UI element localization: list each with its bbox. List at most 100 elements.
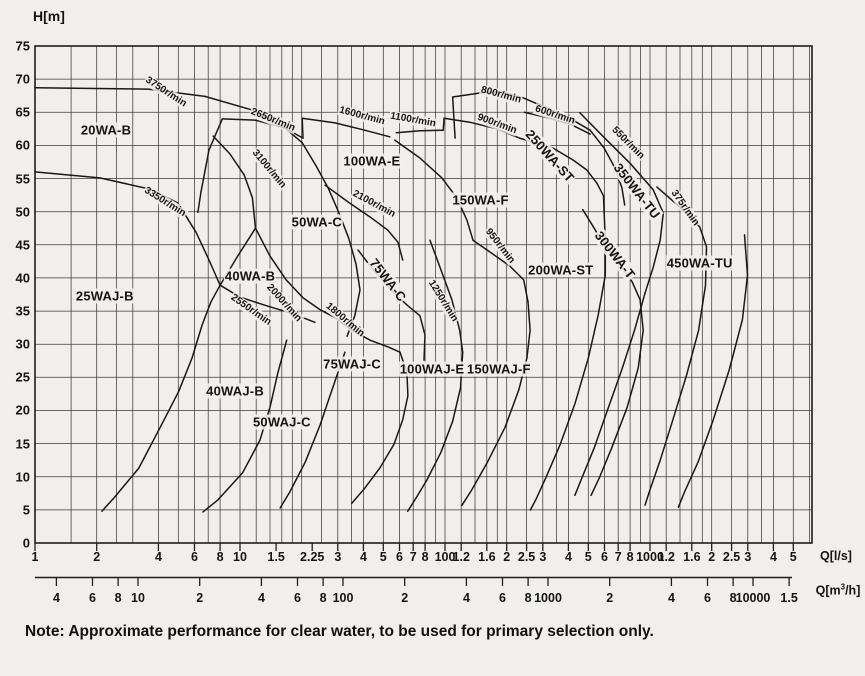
pump-model-label: 450WA-TU	[665, 255, 734, 271]
x-axis-tick-ls: 4	[769, 550, 777, 564]
curve-3100-top	[212, 135, 257, 229]
curve-40waj-sweep	[202, 339, 288, 513]
curve-100wae-left-edge	[301, 117, 304, 139]
pump-model-label: 200WA-ST	[527, 262, 595, 278]
pump-model-label: 50WAJ-C	[251, 414, 312, 430]
pump-model-label: 150WA-F	[451, 192, 510, 208]
curve-150waf-left	[394, 139, 474, 241]
y-axis-title: H[m]	[33, 8, 65, 24]
x-axis-tick-m3h: 1.5	[780, 591, 798, 605]
y-axis-tick: 70	[15, 71, 30, 87]
x-axis-tick-ls: 1.6	[478, 550, 496, 564]
curve-900-curve	[443, 117, 605, 197]
y-axis-tick: 45	[15, 237, 30, 253]
x-axis-tick-m3h: 1000	[534, 591, 562, 605]
x-axis-tick-ls: 1.2	[452, 550, 470, 564]
pump-model-label: 150WAJ-F	[465, 361, 532, 377]
x-axis-tick-ls: 1	[31, 550, 39, 564]
x-axis-tick-ls: 8	[421, 550, 429, 564]
curve-375-descent	[644, 186, 708, 506]
x-axis-tick-ls: 5	[379, 550, 387, 564]
curve-250wast-left	[451, 96, 456, 139]
y-axis-tick: 55	[15, 171, 30, 187]
x-axis-tick-m3h: 6	[89, 591, 96, 605]
x-axis-tick-ls: 1000	[636, 550, 664, 564]
pump-model-label: 100WAJ-E	[398, 361, 466, 377]
curve-3350-bottom	[34, 171, 221, 286]
curve-2000-curve	[254, 227, 336, 319]
y-axis-tick: 60	[15, 137, 30, 153]
curve-1100-top	[395, 129, 444, 134]
x-axis-tick-ls: 4	[154, 550, 162, 564]
x-axis-tick-ls: 2	[93, 550, 101, 564]
x-axis-tick-ls: 10	[233, 550, 247, 564]
x-axis-tick-ls: 2	[708, 550, 716, 564]
x-axis-tick-m3h: 4	[52, 591, 60, 605]
curve-100waj-sweep	[406, 351, 464, 512]
x-axis-title-m3h: Q[m3/h]	[816, 582, 861, 597]
curve-2100-bottom	[324, 184, 404, 261]
x-axis-tick-m3h: 2	[196, 591, 204, 605]
x-axis-tick-ls: 8	[626, 550, 634, 564]
pump-model-label: 40WA-B	[223, 268, 277, 284]
x-axis-tick-ls: 6	[601, 550, 608, 564]
x-axis-tick-ls: 2.25	[300, 550, 325, 564]
x-axis-tick-ls: 3	[744, 550, 752, 564]
x-axis-tick-ls: 2.5	[517, 550, 536, 564]
y-axis-tick: 65	[15, 104, 30, 120]
x-axis-tick-ls: 2	[503, 550, 511, 564]
x-axis-tick-m3h: 4	[667, 591, 675, 605]
y-axis-tick: 0	[22, 535, 30, 551]
x-axis-tick-ls: 7	[614, 550, 622, 564]
x-axis-tick-m3h: 8	[524, 591, 532, 605]
x-axis-tick-ls: 3	[539, 550, 547, 564]
curve-50waj-sweep	[279, 351, 346, 509]
x-axis-tick-m3h: 2	[606, 591, 614, 605]
curve-150waj-sweep	[461, 301, 531, 506]
curve-450watu-right	[677, 234, 749, 508]
x-axis-tick-ls: 6	[396, 550, 403, 564]
y-axis-tick: 40	[15, 270, 30, 286]
x-axis-tick-ls: 5	[789, 550, 797, 564]
x-axis-tick-m3h: 100	[332, 591, 354, 605]
x-axis-tick-ls: 100	[434, 550, 456, 564]
curve-550-descent	[579, 112, 665, 294]
x-axis-tick-ls: 1.6	[683, 550, 701, 564]
x-axis-tick-ls: 6	[191, 550, 198, 564]
curve-950-bottom	[472, 239, 529, 303]
x-axis-tick-ls: 1.2	[657, 550, 675, 564]
curve-25waj-right-sweep	[101, 284, 221, 512]
y-axis-tick: 30	[15, 336, 30, 352]
y-axis-tick: 25	[15, 369, 30, 385]
pump-model-label: 25WAJ-B	[74, 288, 135, 304]
y-axis-tick: 50	[15, 204, 30, 220]
x-axis-tick-ls: 4	[359, 550, 367, 564]
curve-350watu-sweep	[574, 292, 646, 497]
x-axis-tick-m3h: 4	[257, 591, 265, 605]
x-axis-tick-ls: 8	[216, 550, 224, 564]
note-text: Note: Approximate performance for clear …	[25, 623, 654, 640]
x-axis-tick-ls: 4	[564, 550, 572, 564]
curve-150waf-jog	[442, 117, 445, 131]
x-axis-tick-ls: 2.5	[722, 550, 741, 564]
y-axis-tick: 5	[22, 502, 30, 518]
pump-model-label: 20WA-B	[79, 122, 133, 138]
y-axis-tick: 20	[15, 402, 30, 418]
x-axis-tick-ls: 3	[334, 550, 342, 564]
x-axis-tick-m3h: 6	[499, 591, 506, 605]
curve-200wast-sweep	[529, 195, 607, 511]
curve-3750-descent	[301, 141, 361, 337]
x-axis-tick-m3h: 8	[319, 591, 327, 605]
x-axis-title-m3h-text: Q[m3/h]	[815, 582, 861, 598]
x-axis-tick-ls: 5	[584, 550, 592, 564]
x-axis-tick-m3h: 6	[704, 591, 711, 605]
x-axis-title-ls: Q[l/s]	[820, 549, 852, 563]
pump-model-label: 75WAJ-C	[322, 356, 382, 372]
pump-model-label: 100WA-E	[342, 153, 402, 169]
x-axis-tick-m3h: 6	[294, 591, 301, 605]
x-axis-tick-m3h: 10	[131, 591, 145, 605]
x-axis-tick-m3h: 10000	[735, 591, 771, 605]
x-axis-tick-m3h: 8	[114, 591, 122, 605]
